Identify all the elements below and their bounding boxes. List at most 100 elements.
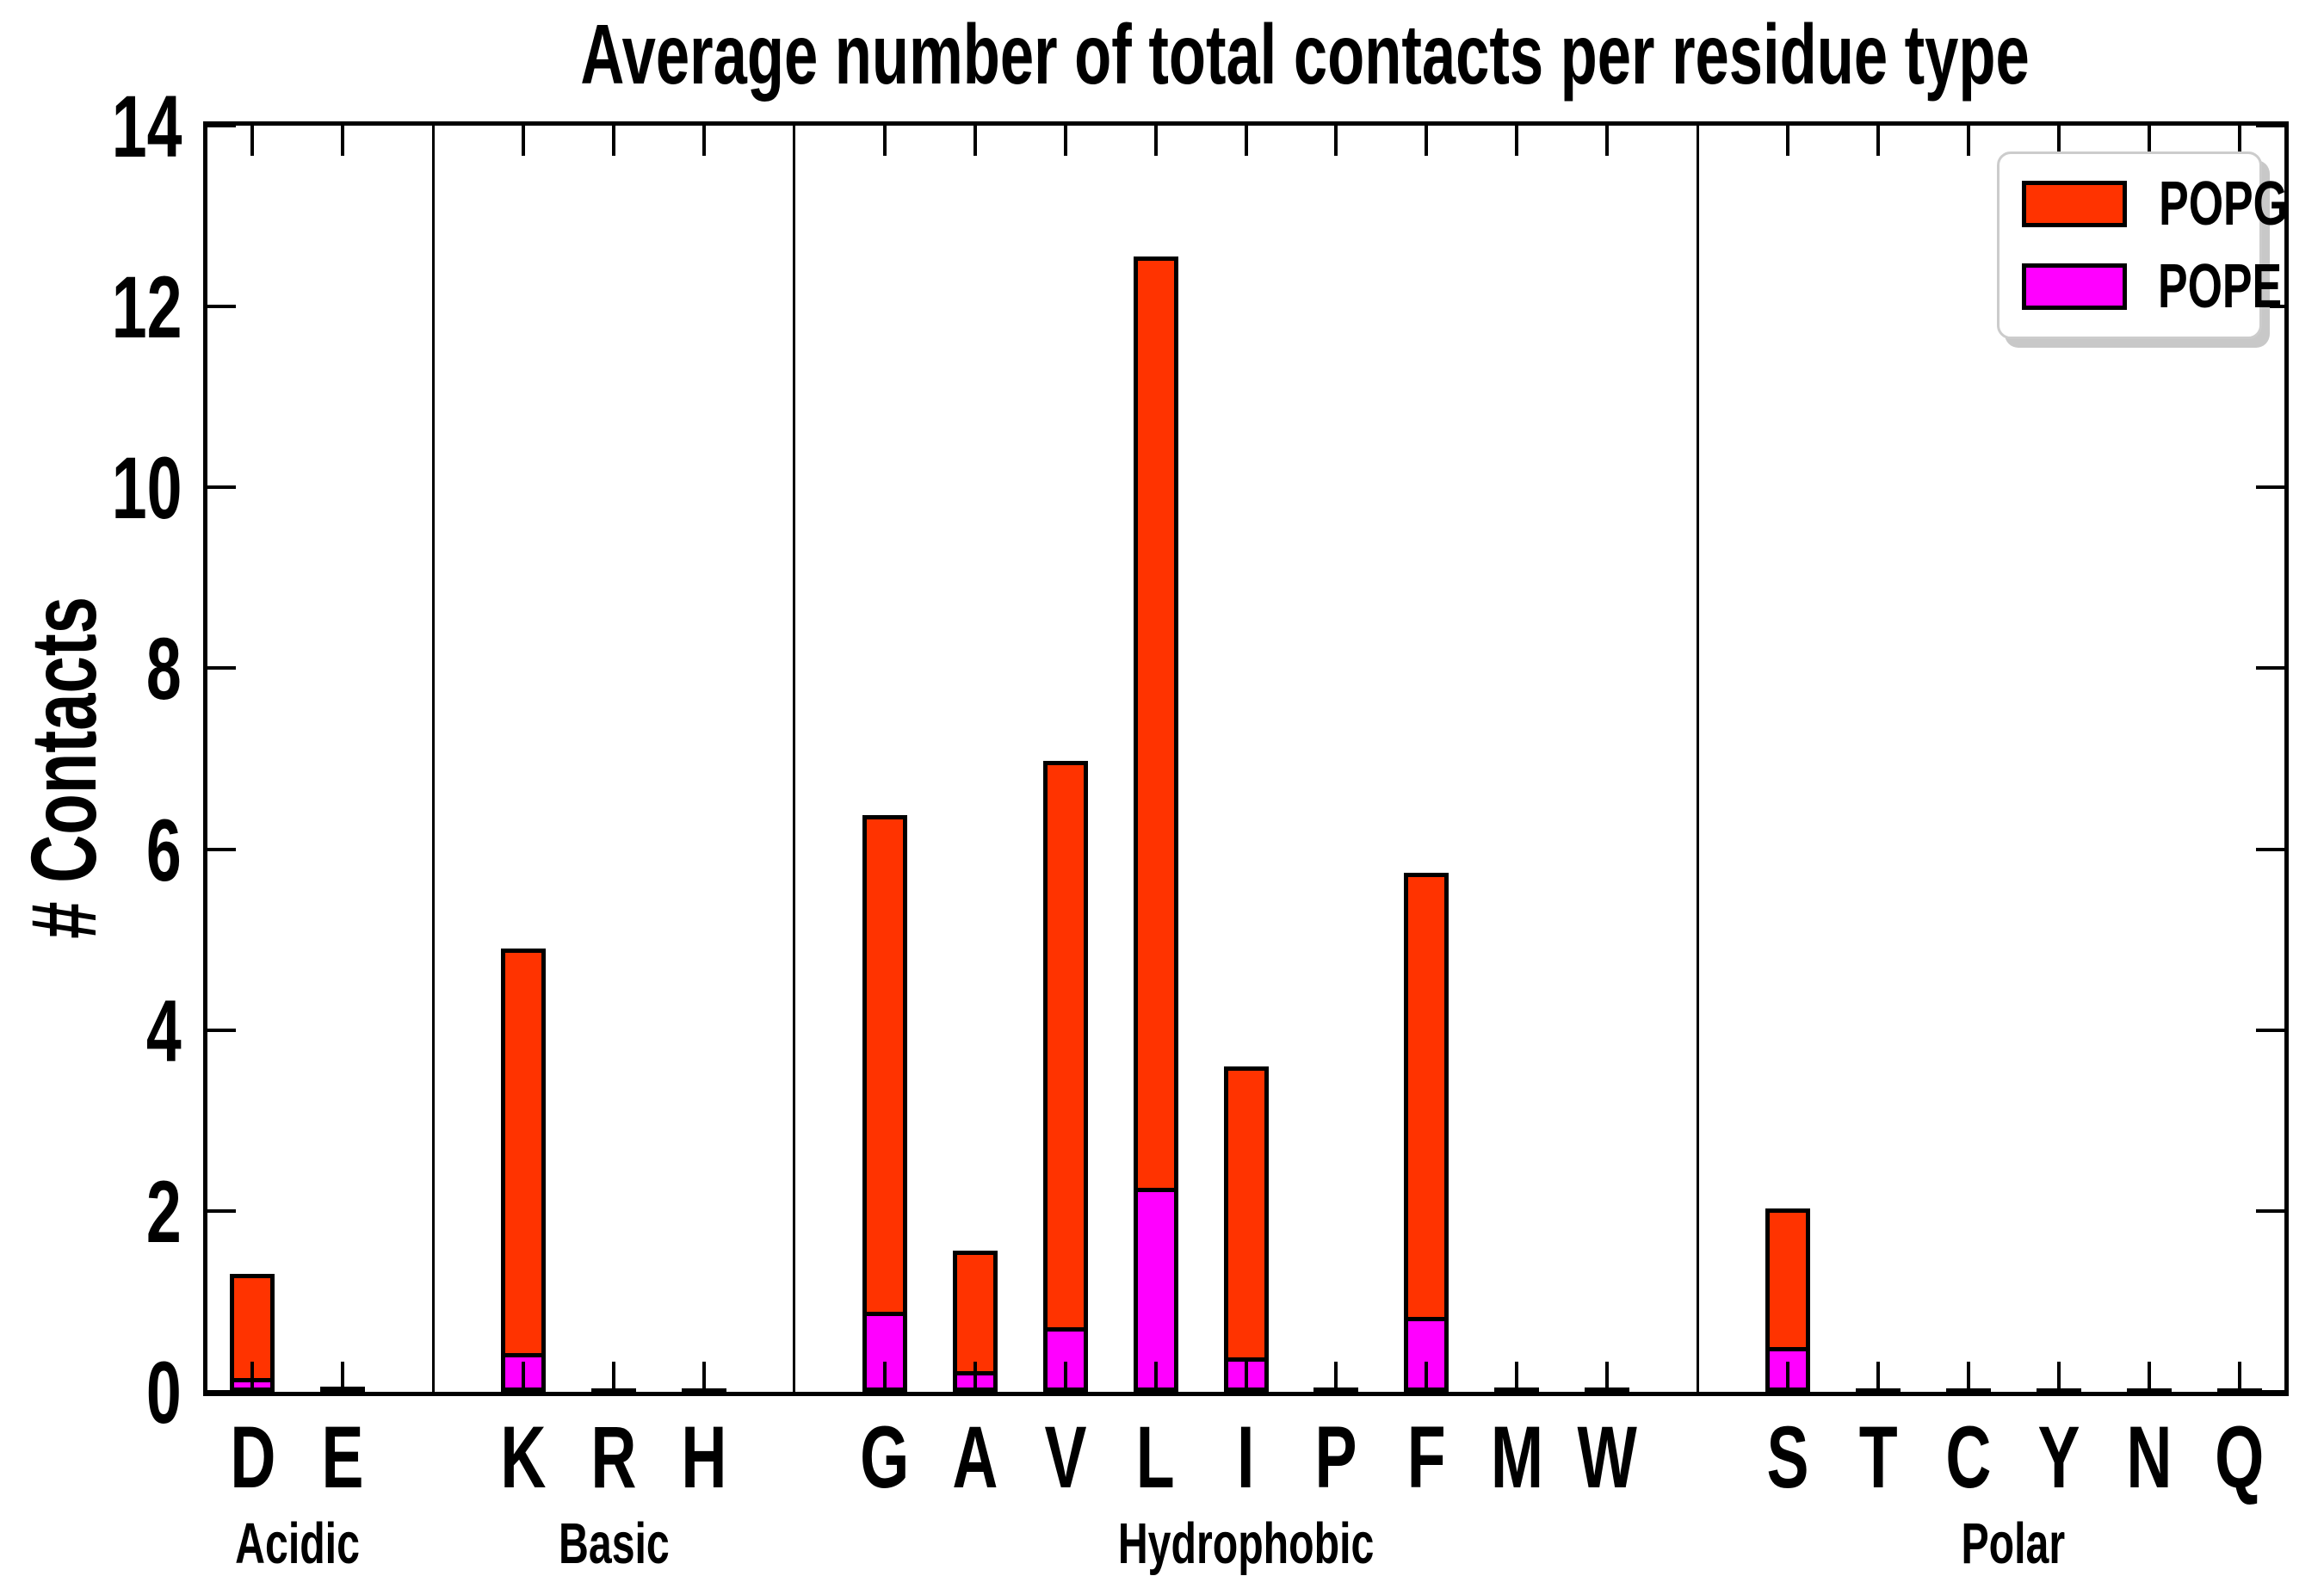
x-tick-top-S	[1785, 126, 1789, 156]
y-tick-left-10	[207, 485, 236, 490]
x-tick-top-G	[882, 126, 887, 156]
x-tick-label-V: V	[980, 1413, 1152, 1501]
y-tick-left-4	[207, 1028, 236, 1032]
y-tick-label-8: 8	[0, 625, 182, 713]
y-tick-right-12	[2256, 305, 2284, 309]
group-label-text-hydrophobic: Hydrophobic	[1117, 1511, 1375, 1576]
x-tick-top-W	[1605, 126, 1610, 156]
group-divider-1	[793, 126, 796, 1392]
x-tick-label-text-F: F	[1406, 1408, 1446, 1506]
y-tick-label-text-6: 6	[146, 800, 182, 899]
group-divider-0	[431, 126, 435, 1392]
x-tick-label-D: D	[166, 1413, 338, 1501]
x-tick-label-T: T	[1792, 1413, 1964, 1501]
x-tick-bottom-G	[882, 1362, 887, 1392]
x-tick-label-H: H	[618, 1413, 790, 1501]
x-tick-top-F	[1425, 126, 1429, 156]
x-tick-label-G: G	[799, 1413, 971, 1501]
x-tick-bottom-Y	[2056, 1362, 2061, 1392]
x-tick-label-text-R: R	[590, 1408, 637, 1506]
x-tick-top-P	[1334, 126, 1338, 156]
y-tick-label-text-4: 4	[146, 981, 182, 1080]
group-label-polar: Polar	[1755, 1515, 2271, 1573]
x-tick-label-F: F	[1340, 1413, 1512, 1501]
x-tick-label-A: A	[889, 1413, 1061, 1501]
bar-K	[501, 949, 547, 1392]
y-tick-left-0	[207, 1390, 236, 1394]
x-tick-top-E	[341, 126, 345, 156]
x-tick-top-T	[1876, 126, 1880, 156]
x-tick-top-I	[1244, 126, 1248, 156]
group-divider-2	[1696, 126, 1699, 1392]
x-tick-label-text-G: G	[860, 1408, 910, 1506]
x-tick-label-L: L	[1070, 1413, 1242, 1501]
x-tick-top-R	[612, 126, 616, 156]
legend-label-pope: POPE	[2134, 256, 2306, 318]
y-tick-label-12: 12	[0, 263, 182, 351]
x-tick-label-P: P	[1250, 1413, 1422, 1501]
x-tick-bottom-S	[1785, 1362, 1789, 1392]
y-tick-label-4: 4	[0, 987, 182, 1075]
bar-L	[1133, 256, 1178, 1392]
legend-label-text-popg: POPG	[2159, 170, 2288, 238]
y-tick-right-14	[2256, 124, 2284, 127]
legend-item-popg: POPG	[2022, 173, 2288, 235]
y-tick-label-text-14: 14	[111, 77, 182, 176]
legend-swatch-popg	[2022, 181, 2127, 227]
bar-S	[1765, 1208, 1810, 1392]
bar-L-pope-segment	[1137, 1188, 1174, 1387]
x-tick-top-Q	[2237, 126, 2241, 156]
legend-label-text-pope: POPE	[2158, 252, 2283, 321]
x-tick-label-text-S: S	[1766, 1408, 1809, 1506]
x-tick-label-text-E: E	[321, 1408, 364, 1506]
x-tick-label-Y: Y	[1973, 1413, 2145, 1501]
x-tick-label-M: M	[1431, 1413, 1603, 1501]
y-tick-right-6	[2256, 847, 2284, 851]
x-tick-label-text-C: C	[1945, 1408, 1992, 1506]
x-tick-bottom-E	[341, 1362, 345, 1392]
x-tick-bottom-P	[1334, 1362, 1338, 1392]
x-tick-label-text-D: D	[229, 1408, 275, 1506]
x-tick-label-text-Y: Y	[2037, 1408, 2080, 1506]
y-tick-right-0	[2256, 1390, 2284, 1394]
y-tick-right-2	[2256, 1208, 2284, 1213]
x-tick-label-Q: Q	[2154, 1413, 2324, 1501]
x-tick-bottom-L	[1153, 1362, 1158, 1392]
x-tick-label-text-T: T	[1858, 1408, 1898, 1506]
x-tick-label-text-V: V	[1044, 1408, 1087, 1506]
y-tick-right-4	[2256, 1028, 2284, 1032]
x-tick-bottom-Q	[2237, 1362, 2241, 1392]
x-tick-label-text-I: I	[1237, 1408, 1255, 1506]
y-tick-left-8	[207, 666, 236, 671]
group-label-hydrophobic: Hydrophobic	[988, 1515, 1505, 1573]
bar-I	[1223, 1066, 1269, 1392]
x-tick-top-K	[522, 126, 526, 156]
x-tick-bottom-A	[973, 1362, 977, 1392]
x-tick-bottom-F	[1425, 1362, 1429, 1392]
bar-F-pope-segment	[1408, 1317, 1445, 1387]
x-tick-label-text-W: W	[1577, 1408, 1637, 1506]
y-tick-right-10	[2256, 485, 2284, 490]
x-tick-top-D	[250, 126, 255, 156]
x-tick-label-R: R	[528, 1413, 700, 1501]
y-tick-label-0: 0	[0, 1349, 182, 1437]
x-tick-bottom-N	[2147, 1362, 2151, 1392]
chart-title-text: Average number of total contacts per res…	[580, 7, 2030, 102]
x-tick-top-L	[1153, 126, 1158, 156]
x-tick-bottom-C	[1966, 1362, 1970, 1392]
x-tick-label-E: E	[257, 1413, 429, 1501]
x-tick-label-C: C	[1882, 1413, 2055, 1501]
y-tick-label-text-2: 2	[146, 1162, 182, 1261]
legend-swatch-pope	[2022, 263, 2127, 310]
x-tick-label-text-H: H	[681, 1408, 727, 1506]
legend-label-popg: POPG	[2134, 173, 2313, 235]
x-tick-top-C	[1966, 126, 1970, 156]
x-tick-bottom-H	[702, 1362, 707, 1392]
plot-area: POPG POPE	[203, 121, 2289, 1396]
y-tick-left-14	[207, 124, 236, 127]
legend-item-pope: POPE	[2022, 256, 2282, 318]
x-tick-bottom-T	[1876, 1362, 1880, 1392]
x-tick-bottom-K	[522, 1362, 526, 1392]
x-tick-top-A	[973, 126, 977, 156]
y-tick-left-12	[207, 305, 236, 309]
